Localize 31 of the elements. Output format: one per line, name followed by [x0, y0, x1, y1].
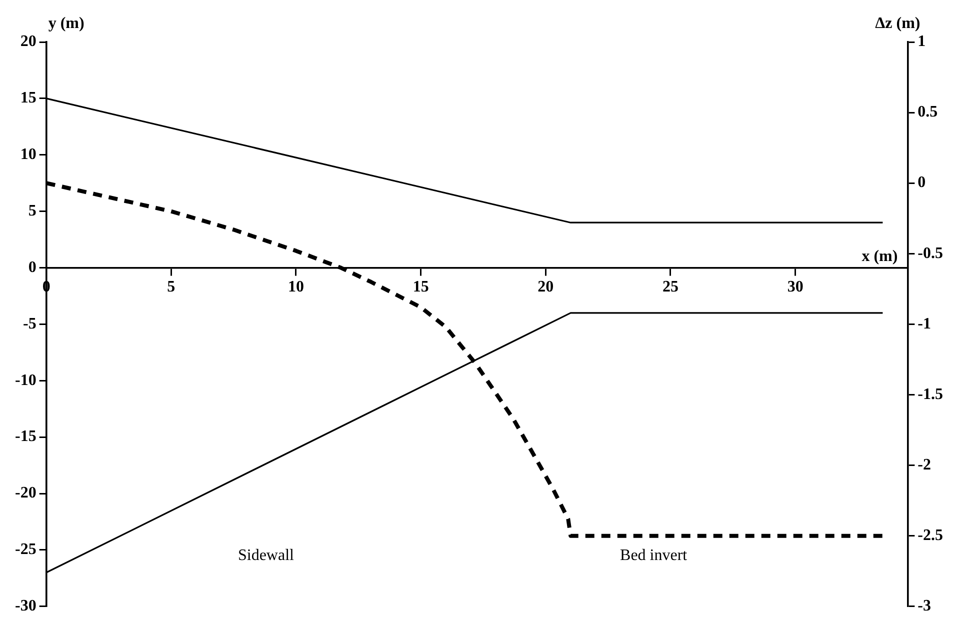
- y-tick-label: -25: [15, 541, 36, 558]
- y2-tick-label: -2.5: [918, 526, 943, 544]
- y-tick-label: -30: [15, 598, 36, 615]
- x-tick-label: 15: [412, 278, 429, 296]
- annotation: Bed invert: [620, 546, 688, 564]
- y-tick-label: -20: [15, 484, 36, 502]
- y2-tick-label: -2: [918, 456, 931, 474]
- y-tick-label: 5: [28, 202, 36, 220]
- y-axis-title: y (m): [48, 15, 84, 32]
- x-tick-label: 25: [662, 278, 678, 296]
- y-tick-label: 0: [28, 258, 36, 276]
- y-tick-label: -5: [23, 315, 36, 332]
- y2-tick-label: -3: [918, 598, 931, 615]
- y-tick-label: -15: [15, 428, 36, 446]
- x-tick-label: 20: [538, 278, 554, 296]
- y2-tick-label: 1: [918, 33, 926, 50]
- y2-tick-label: 0: [918, 174, 926, 192]
- x-tick-label: 10: [288, 278, 304, 296]
- x-axis-title: x (m): [862, 248, 898, 265]
- y-tick-label: 10: [20, 146, 36, 164]
- y2-tick-label: -0.5: [918, 244, 943, 262]
- y2-tick-label: -1: [918, 315, 931, 332]
- y-tick-label: -10: [15, 372, 36, 389]
- y2-axis-title: Δz (m): [875, 15, 920, 32]
- x-tick-label: 5: [167, 278, 176, 296]
- x-tick-label: 30: [787, 278, 804, 296]
- y-tick-label: 20: [20, 33, 36, 50]
- y-tick-label: 15: [20, 90, 36, 107]
- y2-tick-label: 0.5: [918, 104, 938, 121]
- y2-tick-label: -1.5: [918, 386, 943, 403]
- annotation: Sidewall: [238, 546, 295, 564]
